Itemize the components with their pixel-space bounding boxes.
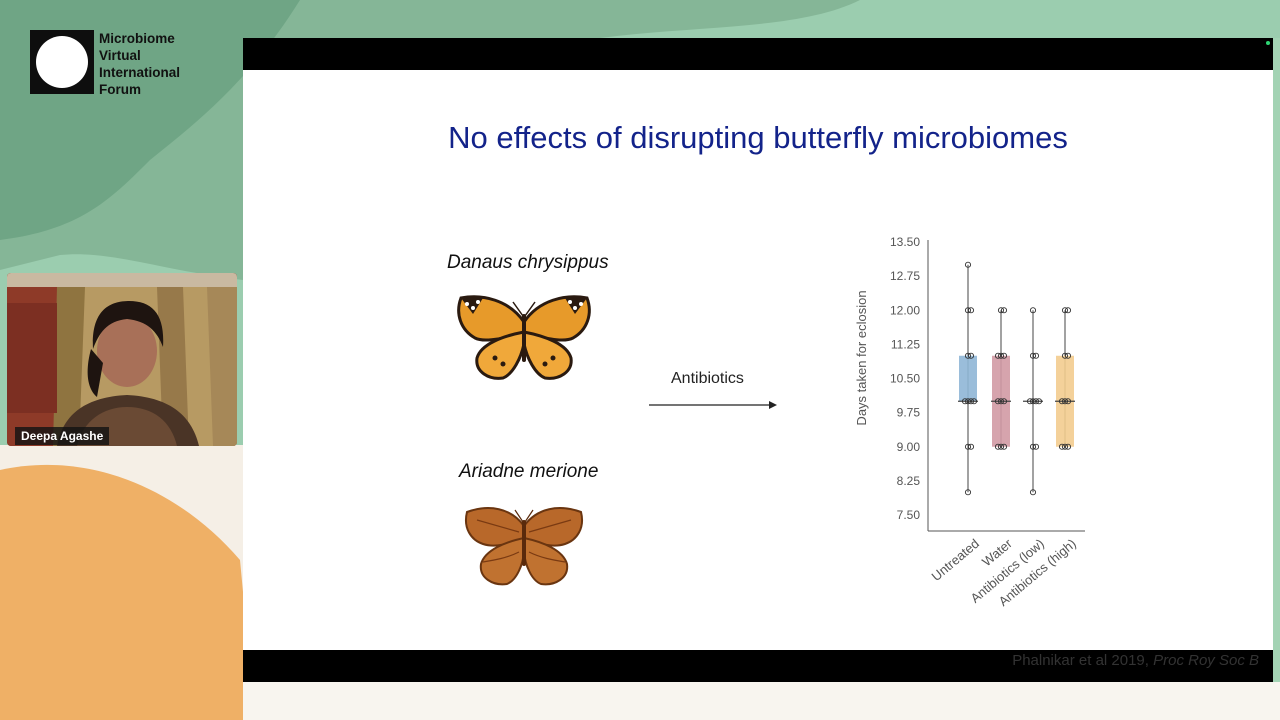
logo-line: Forum — [99, 82, 141, 97]
species-label: Ariadne merione — [459, 461, 599, 482]
logo-line: Microbiome — [99, 31, 175, 46]
data-point — [967, 398, 975, 405]
data-point — [964, 443, 972, 450]
y-tick-label: 7.50 — [897, 508, 921, 522]
forum-logo: Microbiome Virtual International Forum — [30, 30, 220, 100]
citation-authors: Phalnikar et al 2019, — [1012, 652, 1154, 669]
eclosion-boxplot: 13.50 12.75 12.00 11.25 10.50 9.75 9.00 8.25 7.5… — [854, 235, 1085, 609]
data-point — [1032, 398, 1040, 405]
status-indicator — [1266, 41, 1270, 45]
data-point — [1029, 398, 1037, 405]
data-point — [964, 261, 972, 268]
species-label: Danaus chrysippus — [447, 252, 609, 273]
data-point — [964, 398, 972, 405]
data-point — [1000, 307, 1008, 314]
data-point — [964, 307, 972, 314]
data-point — [967, 443, 975, 450]
presentation-slide: No effects of disrupting butterfly micro… — [243, 70, 1273, 669]
logo-line: Virtual — [99, 48, 141, 63]
treatment-label: Antibiotics — [671, 370, 744, 387]
data-point — [1058, 443, 1066, 450]
logo-mark — [30, 30, 94, 94]
box — [959, 355, 977, 402]
logo-line: International — [99, 65, 181, 80]
data-point — [1035, 398, 1043, 405]
participant-name-tag: Deepa Agashe — [15, 427, 110, 445]
y-tick-label: 8.25 — [897, 474, 921, 488]
danaus-butterfly-image — [457, 295, 591, 380]
citation-journal: Proc Roy Soc B — [1153, 652, 1259, 669]
y-tick-label: 13.50 — [890, 235, 920, 249]
y-tick-label: 9.75 — [897, 406, 921, 420]
data-point — [1000, 352, 1008, 359]
data-point — [997, 352, 1005, 359]
data-point — [994, 443, 1002, 450]
data-point — [1061, 443, 1069, 450]
data-point — [1064, 398, 1072, 405]
data-point — [1064, 307, 1072, 314]
data-point — [1029, 352, 1037, 359]
shared-screen: No effects of disrupting butterfly micro… — [243, 38, 1273, 682]
logo-text: Microbiome Virtual International Forum — [99, 30, 180, 98]
data-point — [1000, 443, 1008, 450]
y-axis-label: Days taken for eclosion — [854, 290, 869, 425]
data-point — [970, 398, 978, 405]
data-point — [997, 443, 1005, 450]
speaker-video-tile[interactable]: Deepa Agashe — [7, 273, 237, 446]
data-point — [994, 352, 1002, 359]
data-point — [997, 307, 1005, 314]
data-point — [1061, 352, 1069, 359]
data-point — [964, 352, 972, 359]
data-point — [994, 398, 1002, 405]
data-point — [967, 307, 975, 314]
speaker-video-feed — [7, 273, 237, 446]
data-point — [1064, 443, 1072, 450]
y-tick-label: 9.00 — [897, 440, 921, 454]
data-point — [964, 489, 972, 496]
y-tick-label: 11.25 — [891, 337, 920, 351]
arrow-right-icon — [649, 401, 777, 409]
slide-title: No effects of disrupting butterfly micro… — [448, 120, 1068, 155]
x-category-label: Untreated — [929, 536, 982, 584]
data-point — [967, 352, 975, 359]
data-point — [1029, 307, 1037, 314]
data-point — [1061, 307, 1069, 314]
ariadne-butterfly-image — [465, 507, 583, 586]
data-point — [1061, 398, 1069, 405]
data-point — [961, 398, 969, 405]
data-point — [1032, 443, 1040, 450]
data-point — [1064, 352, 1072, 359]
data-point — [1000, 398, 1008, 405]
y-tick-label: 10.50 — [890, 372, 920, 386]
y-tick-label: 12.75 — [890, 269, 920, 283]
data-point — [1058, 398, 1066, 405]
citation: Phalnikar et al 2019, Proc Roy Soc B — [1012, 652, 1259, 669]
data-point — [1026, 398, 1034, 405]
data-point — [997, 398, 1005, 405]
data-point — [1029, 489, 1037, 496]
y-tick-label: 12.00 — [890, 303, 920, 317]
data-point — [1032, 352, 1040, 359]
data-point — [1029, 443, 1037, 450]
